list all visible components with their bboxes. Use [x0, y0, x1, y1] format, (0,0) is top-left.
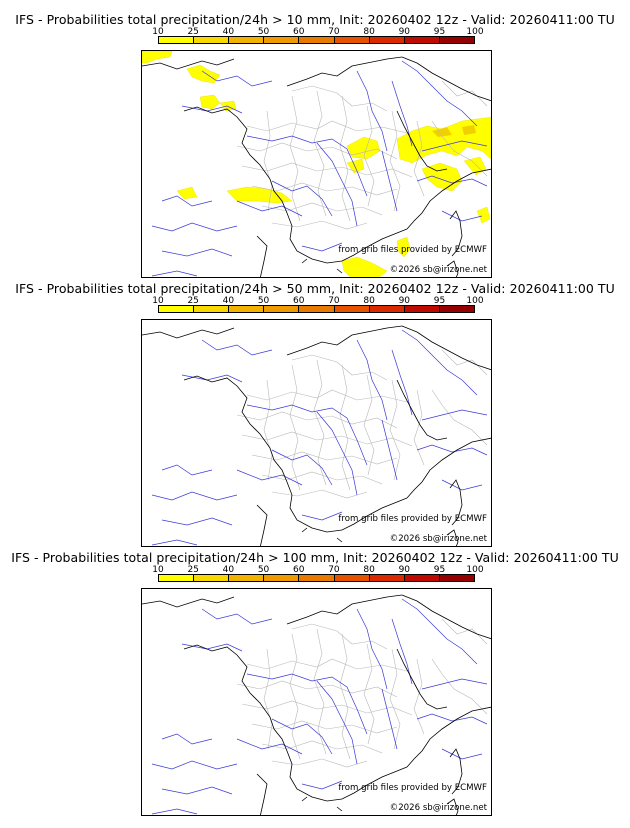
colorbar-segment: [404, 575, 440, 581]
colorbar-segment: [369, 306, 405, 312]
colorbar-tick: 10: [152, 296, 164, 306]
colorbar-segment: [334, 37, 370, 43]
map-panel-100mm: IFS - Probabilities total precipitation/…: [0, 538, 630, 816]
colorbar-segment: [404, 306, 440, 312]
probability-colorbar: [158, 574, 475, 582]
copyright: ©2026 sb@irizone.net: [389, 265, 487, 275]
colorbar-segment: [229, 37, 265, 43]
panel-title: IFS - Probabilities total precipitation/…: [11, 550, 619, 565]
colorbar-tick: 90: [398, 27, 411, 37]
probability-map: from grib files provided by ECMWF ©2026 …: [141, 50, 492, 278]
colorbar-tick: 50: [257, 565, 270, 575]
colorbar-tick: 25: [187, 27, 199, 37]
colorbar-segment: [229, 575, 265, 581]
precip-areas-25: [432, 125, 476, 137]
probability-colorbar: [158, 305, 475, 313]
colorbar-ticks: 10 25 40 50 60 70 80 90 95 100: [152, 27, 483, 37]
colorbar-segment: [404, 37, 440, 43]
grib-credit: from grib files provided by ECMWF: [338, 245, 487, 255]
copyright: ©2026 sb@irizone.net: [389, 534, 487, 544]
colorbar-tick: 100: [466, 565, 484, 575]
colorbar-tick: 90: [398, 296, 411, 306]
colorbar-segment: [194, 37, 230, 43]
colorbar-segment: [194, 306, 230, 312]
colorbar-tick: 60: [293, 296, 305, 306]
colorbar-tick: 70: [328, 27, 340, 37]
colorbar-tick: 50: [257, 27, 270, 37]
colorbar-segment: [369, 575, 405, 581]
colorbar-tick: 60: [293, 27, 305, 37]
colorbar-tick: 60: [293, 565, 305, 575]
colorbar-tick: 95: [433, 27, 446, 37]
colorbar-ticks: 10 25 40 50 60 70 80 90 95 100: [152, 296, 483, 306]
colorbar-tick: 100: [466, 27, 484, 37]
colorbar-tick: 25: [187, 296, 199, 306]
colorbar-tick: 80: [363, 565, 375, 575]
colorbar-segment: [299, 306, 335, 312]
grib-credit: from grib files provided by ECMWF: [338, 514, 487, 524]
colorbar-tick: 95: [433, 565, 446, 575]
probability-colorbar: [158, 36, 475, 44]
map-panel-10mm: IFS - Probabilities total precipitation/…: [0, 0, 630, 278]
map-canvas: [142, 325, 491, 546]
colorbar-segment: [334, 575, 370, 581]
colorbar-ticks: 10 25 40 50 60 70 80 90 95 100: [152, 565, 483, 575]
colorbar-tick: 95: [433, 296, 446, 306]
copyright: ©2026 sb@irizone.net: [389, 803, 487, 813]
precip-areas: [142, 51, 491, 277]
colorbar-tick: 70: [328, 565, 340, 575]
colorbar-tick: 80: [363, 27, 375, 37]
colorbar-tick: 10: [152, 27, 164, 37]
colorbar-segment: [159, 37, 195, 43]
colorbar-tick: 80: [363, 296, 375, 306]
map-canvas: [142, 51, 491, 277]
probability-map: from grib files provided by ECMWF ©2026 …: [141, 588, 492, 816]
colorbar-segment: [299, 37, 335, 43]
colorbar-segment: [264, 37, 300, 43]
colorbar-tick: 100: [466, 296, 484, 306]
colorbar-tick: 40: [222, 296, 235, 306]
colorbar-tick: 50: [257, 296, 270, 306]
panel-title: IFS - Probabilities total precipitation/…: [15, 281, 615, 296]
colorbar-segment: [334, 306, 370, 312]
colorbar-tick: 40: [222, 565, 235, 575]
map-panel-50mm: IFS - Probabilities total precipitation/…: [0, 269, 630, 547]
map-canvas: [142, 594, 491, 815]
colorbar-tick: 70: [328, 296, 340, 306]
colorbar-segment: [369, 37, 405, 43]
colorbar-segment: [439, 575, 474, 581]
colorbar-segment: [159, 306, 195, 312]
colorbar-segment: [299, 575, 335, 581]
colorbar-segment: [264, 306, 300, 312]
colorbar-segment: [229, 306, 265, 312]
colorbar-segment: [439, 306, 474, 312]
probability-map: from grib files provided by ECMWF ©2026 …: [141, 319, 492, 547]
colorbar-tick: 90: [398, 565, 411, 575]
colorbar-segment: [159, 575, 195, 581]
colorbar-segment: [439, 37, 474, 43]
colorbar-tick: 25: [187, 565, 199, 575]
panel-title: IFS - Probabilities total precipitation/…: [15, 12, 615, 27]
colorbar-segment: [194, 575, 230, 581]
grib-credit: from grib files provided by ECMWF: [338, 783, 487, 793]
colorbar-tick: 10: [152, 565, 164, 575]
colorbar-tick: 40: [222, 27, 235, 37]
colorbar-segment: [264, 575, 300, 581]
